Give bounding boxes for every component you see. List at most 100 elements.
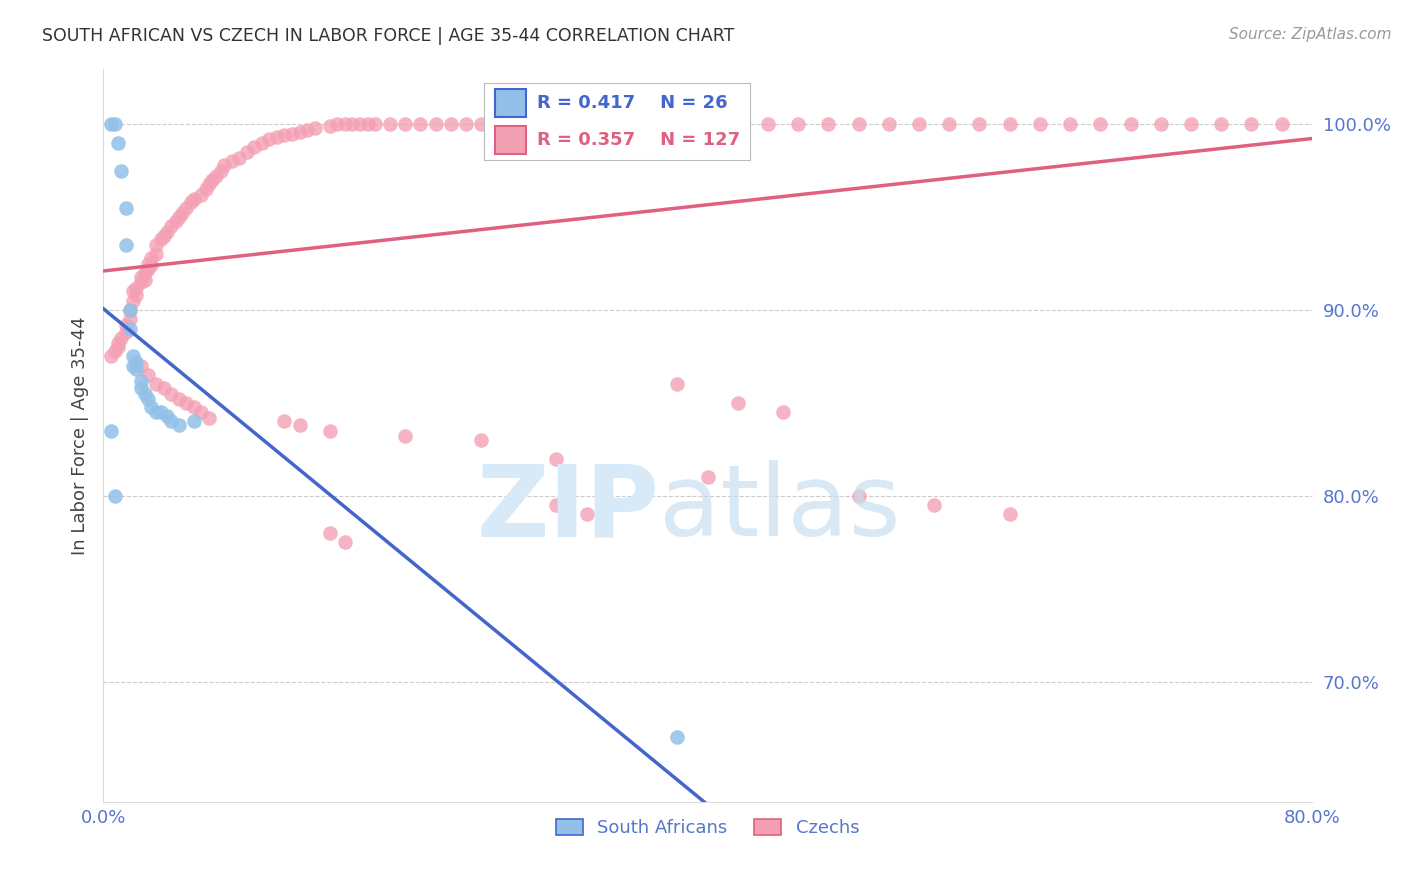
Point xyxy=(141,251,163,265)
Point xyxy=(969,117,991,131)
Point xyxy=(107,336,129,351)
Point xyxy=(129,374,152,388)
Point xyxy=(120,312,142,326)
Point xyxy=(440,117,463,131)
Point xyxy=(145,405,167,419)
Text: SOUTH AFRICAN VS CZECH IN LABOR FORCE | AGE 35-44 CORRELATION CHART: SOUTH AFRICAN VS CZECH IN LABOR FORCE | … xyxy=(42,27,734,45)
Point xyxy=(183,414,205,428)
Point xyxy=(333,535,356,549)
Point xyxy=(1240,117,1263,131)
Point xyxy=(167,418,190,433)
Point xyxy=(288,125,311,139)
Point xyxy=(100,424,122,438)
Point xyxy=(138,368,160,382)
Point xyxy=(152,228,174,243)
Point xyxy=(194,182,217,196)
Point xyxy=(120,303,142,318)
Point xyxy=(107,340,129,354)
Point xyxy=(107,136,129,150)
Point xyxy=(125,281,148,295)
Point xyxy=(141,400,163,414)
Point xyxy=(145,377,167,392)
Point xyxy=(198,177,221,191)
Point xyxy=(756,117,779,131)
Point xyxy=(501,117,523,131)
Point xyxy=(183,192,205,206)
Point xyxy=(122,293,145,308)
Point xyxy=(319,119,342,133)
Point xyxy=(326,117,349,131)
Point xyxy=(125,355,148,369)
Point xyxy=(250,136,273,150)
Point xyxy=(114,201,136,215)
Text: Source: ZipAtlas.com: Source: ZipAtlas.com xyxy=(1229,27,1392,42)
Point xyxy=(120,321,142,335)
Point xyxy=(125,288,148,302)
Point xyxy=(696,470,718,484)
Point xyxy=(454,117,477,131)
Point xyxy=(908,117,931,131)
Point xyxy=(180,195,202,210)
Point xyxy=(651,117,673,131)
Text: ZIP: ZIP xyxy=(477,460,659,558)
Point xyxy=(160,414,183,428)
Point xyxy=(110,163,132,178)
Point xyxy=(485,117,508,131)
Point xyxy=(205,169,228,184)
Point xyxy=(145,238,167,252)
Point xyxy=(104,117,127,131)
Point xyxy=(1059,117,1081,131)
Point xyxy=(349,117,371,131)
Point xyxy=(129,381,152,395)
Point xyxy=(235,145,257,160)
Point xyxy=(155,409,177,423)
Point xyxy=(152,381,174,395)
Point xyxy=(319,424,342,438)
Point xyxy=(1211,117,1233,131)
Point xyxy=(114,318,136,332)
Point xyxy=(273,414,295,428)
Point xyxy=(530,117,553,131)
Point xyxy=(938,117,960,131)
Point xyxy=(546,451,568,466)
Point xyxy=(666,377,689,392)
Point xyxy=(1119,117,1142,131)
Point xyxy=(110,331,132,345)
Point xyxy=(198,410,221,425)
Point xyxy=(470,117,492,131)
Point xyxy=(100,350,122,364)
Point xyxy=(470,433,492,447)
Point xyxy=(696,117,718,131)
Point xyxy=(104,343,127,358)
Point xyxy=(591,117,613,131)
Point xyxy=(138,262,160,277)
Point xyxy=(209,163,232,178)
Point xyxy=(333,117,356,131)
Point xyxy=(170,206,193,220)
Text: atlas: atlas xyxy=(659,460,901,558)
Point xyxy=(342,117,364,131)
Point xyxy=(281,127,304,141)
Point xyxy=(319,525,342,540)
Point xyxy=(141,259,163,273)
Point xyxy=(1271,117,1294,131)
Point xyxy=(201,173,224,187)
Point xyxy=(1150,117,1173,131)
Point xyxy=(221,154,243,169)
Point xyxy=(727,117,749,131)
Point xyxy=(114,238,136,252)
Point xyxy=(212,158,235,172)
Point xyxy=(125,362,148,376)
Point xyxy=(606,117,628,131)
Point xyxy=(129,275,152,289)
Point xyxy=(190,405,212,419)
Point xyxy=(727,396,749,410)
Point xyxy=(848,117,870,131)
Point xyxy=(787,117,810,131)
Point xyxy=(636,117,658,131)
Point xyxy=(681,117,703,131)
Point xyxy=(134,386,156,401)
Point xyxy=(546,117,568,131)
Point xyxy=(138,392,160,407)
Point xyxy=(295,123,318,137)
